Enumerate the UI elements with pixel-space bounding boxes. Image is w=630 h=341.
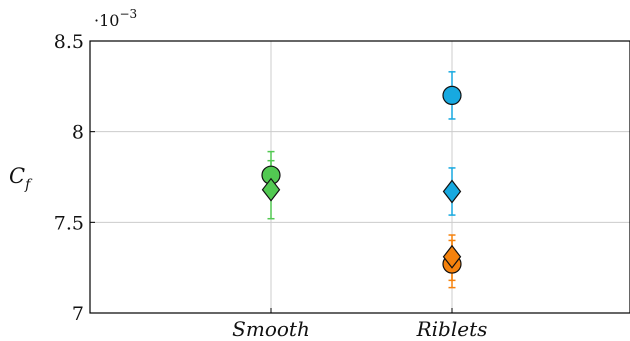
error-bars xyxy=(267,71,456,289)
x-category-labels: Smooth Riblets xyxy=(232,308,487,341)
y-axis-label: Cf xyxy=(9,164,33,193)
x-category-label: Riblets xyxy=(416,317,488,341)
y-tick-label: 8.5 xyxy=(54,31,84,53)
plot-frame xyxy=(89,40,630,314)
diamond-marker xyxy=(261,177,281,202)
grid-lines xyxy=(90,40,630,314)
y-multiplier: ·10−3 xyxy=(94,7,137,30)
y-multiplier-base: ·10 xyxy=(94,11,119,30)
diamond-marker xyxy=(442,244,462,269)
y-tick-labels: 7 7.5 8 8.5 xyxy=(54,31,95,325)
y-multiplier-exponent: −3 xyxy=(119,7,137,21)
circle-marker xyxy=(442,85,462,106)
y-tick-label: 7 xyxy=(72,303,84,325)
y-axis-label-main: C xyxy=(9,164,25,188)
x-category-label: Smooth xyxy=(232,317,310,341)
y-tick-label: 8 xyxy=(72,122,84,144)
diamond-marker xyxy=(442,179,462,204)
data-markers xyxy=(261,85,462,274)
y-tick-label: 7.5 xyxy=(54,212,84,234)
y-axis-label-subscript: f xyxy=(24,177,33,193)
